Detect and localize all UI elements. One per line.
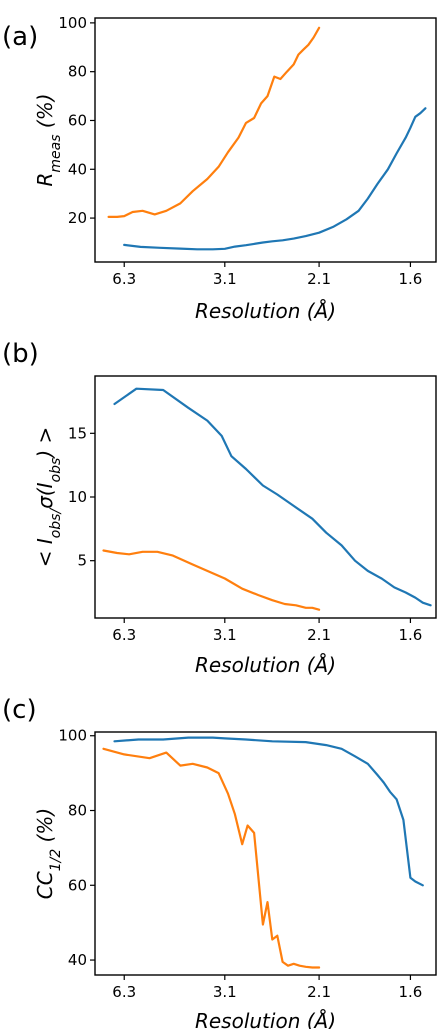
x-axis-label: Resolution (Å) xyxy=(195,1009,336,1029)
y-axis-label: < Iobs/σ(Iobs) > xyxy=(33,427,64,568)
plot-frame xyxy=(94,731,437,976)
x-tick-label: 2.1 xyxy=(307,270,331,288)
x-tick-label: 1.6 xyxy=(398,626,422,644)
x-tick-label: 1.6 xyxy=(398,983,422,1001)
chart-panel: (b) 5 10 15 6.3 3.1 2.1 1.6 Resolution (Å) < Iobs… xyxy=(2,339,437,677)
chart-panel: (c) 40 60 80 100 6.3 3.1 2.1 1.6 Resolution (Å) CC… xyxy=(2,695,437,1029)
x-tick-label: 6.3 xyxy=(112,626,136,644)
panel-label: (a) xyxy=(2,22,38,52)
series-line-blue xyxy=(113,387,432,607)
y-tick-label: 40 xyxy=(68,951,87,969)
y-tick-label: 10 xyxy=(68,488,87,506)
y-tick-label: 60 xyxy=(68,111,87,129)
plot-frame xyxy=(94,17,437,263)
panel-label: (b) xyxy=(2,339,39,369)
y-tick-label: 40 xyxy=(68,160,87,178)
y-tick-label: 20 xyxy=(68,209,87,227)
series-line-blue xyxy=(113,736,424,887)
series-line-blue xyxy=(123,107,427,251)
x-tick-label: 6.3 xyxy=(112,983,136,1001)
y-tick-label: 15 xyxy=(68,424,87,442)
x-tick-label: 2.1 xyxy=(307,983,331,1001)
series-line-orange xyxy=(102,549,321,611)
y-tick-label: 100 xyxy=(58,14,87,32)
series-line-orange xyxy=(107,26,321,218)
x-tick-label: 6.3 xyxy=(112,270,136,288)
y-tick-label: 80 xyxy=(68,63,87,81)
series-line-orange xyxy=(102,747,321,969)
y-tick-label: 60 xyxy=(68,876,87,894)
y-axis-label: Rmeas (%) xyxy=(33,94,64,187)
x-tick-label: 3.1 xyxy=(213,626,237,644)
y-tick-label: 5 xyxy=(77,552,87,570)
x-tick-label: 3.1 xyxy=(213,983,237,1001)
y-tick-label: 80 xyxy=(68,802,87,820)
x-tick-label: 1.6 xyxy=(398,270,422,288)
x-axis-label: Resolution (Å) xyxy=(195,299,336,323)
x-axis-label: Resolution (Å) xyxy=(195,653,336,677)
panel-label: (c) xyxy=(2,695,37,725)
x-tick-label: 3.1 xyxy=(213,270,237,288)
y-axis-label: CC1/2 (%) xyxy=(33,808,64,899)
y-tick-label: 100 xyxy=(58,727,87,745)
x-tick-label: 2.1 xyxy=(307,626,331,644)
chart-panel: (a) 20 40 60 80 100 6.3 3.1 2.1 1.6 Resolution (Å)… xyxy=(2,14,437,323)
